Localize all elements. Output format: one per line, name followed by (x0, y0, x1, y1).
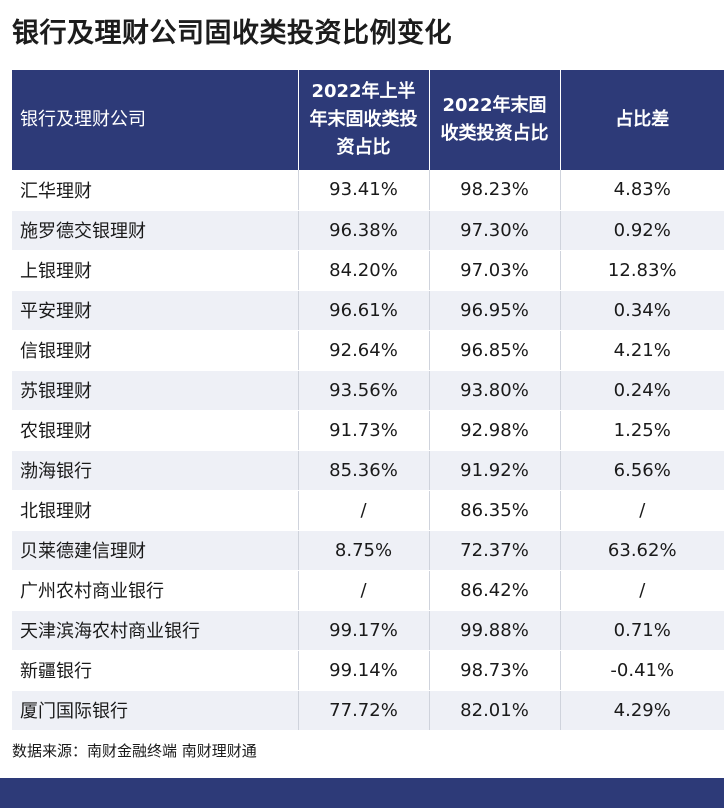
cell-h1-ratio: 99.17% (298, 610, 430, 651)
table-row: 汇华理财 93.41% 98.23% 4.83% (12, 170, 724, 211)
cell-ratio-diff: 0.24% (560, 370, 724, 411)
table-row: 渤海银行 85.36% 91.92% 6.56% (12, 450, 724, 491)
cell-h1-ratio: 8.75% (298, 530, 430, 571)
cell-ratio-diff: 0.92% (560, 210, 724, 251)
cell-ratio-diff: 63.62% (560, 530, 724, 571)
cell-h1-ratio: 84.20% (298, 250, 430, 291)
table-header-row: 银行及理财公司 2022年上半年末固收类投资占比 2022年末固收类投资占比 占… (12, 70, 724, 170)
cell-institution: 上银理财 (12, 250, 299, 291)
table-row: 苏银理财 93.56% 93.80% 0.24% (12, 370, 724, 411)
table-row: 施罗德交银理财 96.38% 97.30% 0.92% (12, 210, 724, 251)
cell-h1-ratio: 93.56% (298, 370, 430, 411)
cell-institution: 渤海银行 (12, 450, 299, 491)
table-row: 天津滨海农村商业银行 99.17% 99.88% 0.71% (12, 610, 724, 651)
header-ratio-diff: 占比差 (560, 70, 724, 170)
page-title: 银行及理财公司固收类投资比例变化 (12, 18, 452, 49)
cell-ratio-diff: 0.34% (560, 290, 724, 331)
table-row: 上银理财 84.20% 97.03% 12.83% (12, 250, 724, 291)
cell-ratio-diff: -0.41% (560, 650, 724, 691)
cell-institution: 广州农村商业银行 (12, 570, 299, 611)
table-row: 平安理财 96.61% 96.95% 0.34% (12, 290, 724, 331)
data-source-note: 数据来源：南财金融终端 南财理财通 (12, 742, 257, 760)
cell-institution: 北银理财 (12, 490, 299, 531)
comparison-table-container: 银行及理财公司 2022年上半年末固收类投资占比 2022年末固收类投资占比 占… (12, 70, 724, 731)
cell-ratio-diff: 6.56% (560, 450, 724, 491)
cell-institution: 汇华理财 (12, 170, 299, 211)
cell-year-end-ratio: 91.92% (429, 450, 561, 491)
cell-institution: 信银理财 (12, 330, 299, 371)
cell-ratio-diff: / (560, 570, 724, 611)
cell-institution: 厦门国际银行 (12, 690, 299, 731)
table-row: 新疆银行 99.14% 98.73% -0.41% (12, 650, 724, 691)
cell-year-end-ratio: 86.42% (429, 570, 561, 611)
cell-year-end-ratio: 96.85% (429, 330, 561, 371)
cell-year-end-ratio: 92.98% (429, 410, 561, 451)
cell-h1-ratio: 91.73% (298, 410, 430, 451)
cell-h1-ratio: 92.64% (298, 330, 430, 371)
cell-ratio-diff: 0.71% (560, 610, 724, 651)
table-row: 信银理财 92.64% 96.85% 4.21% (12, 330, 724, 371)
cell-year-end-ratio: 97.03% (429, 250, 561, 291)
cell-h1-ratio: / (298, 490, 430, 531)
cell-year-end-ratio: 98.73% (429, 650, 561, 691)
cell-ratio-diff: 1.25% (560, 410, 724, 451)
cell-institution: 施罗德交银理财 (12, 210, 299, 251)
cell-h1-ratio: 77.72% (298, 690, 430, 731)
cell-institution: 平安理财 (12, 290, 299, 331)
cell-h1-ratio: / (298, 570, 430, 611)
cell-institution: 苏银理财 (12, 370, 299, 411)
cell-institution: 新疆银行 (12, 650, 299, 691)
cell-year-end-ratio: 86.35% (429, 490, 561, 531)
table-row: 贝莱德建信理财 8.75% 72.37% 63.62% (12, 530, 724, 571)
cell-year-end-ratio: 72.37% (429, 530, 561, 571)
header-h1-ratio: 2022年上半年末固收类投资占比 (298, 70, 430, 170)
table-row: 厦门国际银行 77.72% 82.01% 4.29% (12, 690, 724, 731)
header-year-end-ratio: 2022年末固收类投资占比 (429, 70, 561, 170)
table-row: 北银理财 / 86.35% / (12, 490, 724, 531)
cell-institution: 贝莱德建信理财 (12, 530, 299, 571)
table-row: 广州农村商业银行 / 86.42% / (12, 570, 724, 611)
cell-year-end-ratio: 82.01% (429, 690, 561, 731)
cell-institution: 农银理财 (12, 410, 299, 451)
cell-h1-ratio: 96.38% (298, 210, 430, 251)
cell-ratio-diff: 12.83% (560, 250, 724, 291)
cell-ratio-diff: 4.29% (560, 690, 724, 731)
cell-h1-ratio: 99.14% (298, 650, 430, 691)
cell-h1-ratio: 93.41% (298, 170, 430, 211)
footer-bar (0, 778, 724, 808)
cell-year-end-ratio: 99.88% (429, 610, 561, 651)
cell-institution: 天津滨海农村商业银行 (12, 610, 299, 651)
cell-year-end-ratio: 98.23% (429, 170, 561, 211)
cell-year-end-ratio: 96.95% (429, 290, 561, 331)
cell-ratio-diff: 4.83% (560, 170, 724, 211)
cell-ratio-diff: / (560, 490, 724, 531)
cell-ratio-diff: 4.21% (560, 330, 724, 371)
cell-year-end-ratio: 93.80% (429, 370, 561, 411)
header-institution: 银行及理财公司 (12, 70, 299, 170)
cell-h1-ratio: 96.61% (298, 290, 430, 331)
cell-year-end-ratio: 97.30% (429, 210, 561, 251)
table-row: 农银理财 91.73% 92.98% 1.25% (12, 410, 724, 451)
cell-h1-ratio: 85.36% (298, 450, 430, 491)
comparison-table: 银行及理财公司 2022年上半年末固收类投资占比 2022年末固收类投资占比 占… (12, 70, 724, 731)
